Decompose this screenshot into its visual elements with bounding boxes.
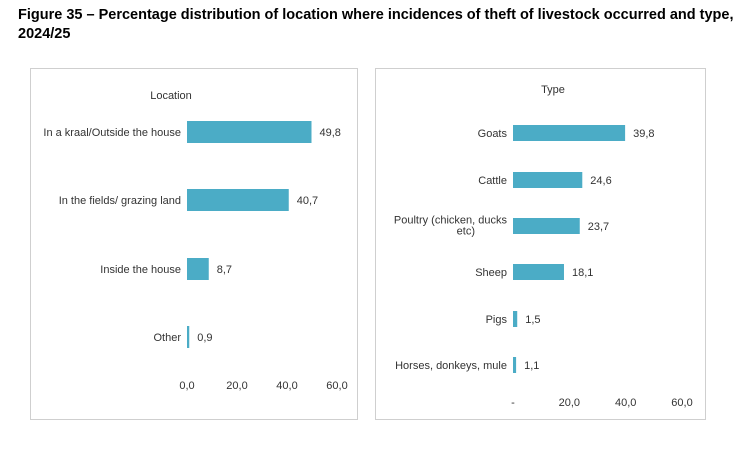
category-label: Horses, donkeys, mule: [395, 360, 507, 372]
bar: [513, 218, 580, 234]
category-label: Poultry (chicken, ducks etc): [394, 215, 508, 238]
data-label: 0,9: [197, 332, 212, 344]
x-tick-label: -: [511, 397, 515, 409]
location-chart-panel: Location In a kraal/Outside the house 49,8…: [30, 68, 358, 420]
category-label: Goats: [478, 128, 508, 140]
data-label: 1,5: [525, 314, 540, 326]
bar: [187, 121, 312, 143]
data-label: 24,6: [590, 175, 611, 187]
bar: [187, 258, 209, 280]
category-label: Cattle: [478, 175, 507, 187]
figure-title: Figure 35 – Percentage distribution of l…: [18, 7, 734, 42]
category-label: Other: [153, 332, 181, 344]
data-label: 49,8: [320, 127, 341, 139]
data-label: 23,7: [588, 221, 609, 233]
data-label: 8,7: [217, 264, 232, 276]
category-label: In the fields/ grazing land: [59, 195, 181, 207]
x-tick-label: 40,0: [276, 380, 297, 392]
bar: [187, 326, 190, 348]
type-bar-chart: Type Goats 39,8 Cattle 24,6 Poultry (chicken,…: [394, 84, 693, 409]
data-label: 1,1: [524, 360, 539, 372]
x-tick-label: 0,0: [179, 380, 194, 392]
data-label: 18,1: [572, 267, 593, 279]
x-tick-label: 60,0: [671, 397, 692, 409]
x-tick-label: 40,0: [615, 397, 636, 409]
bar: [513, 311, 518, 327]
bar: [187, 189, 289, 211]
x-tick-label: 20,0: [559, 397, 580, 409]
x-tick-label: 60,0: [326, 380, 347, 392]
bar: [513, 125, 626, 141]
category-label: Sheep: [475, 267, 507, 279]
chart-title: Type: [541, 84, 565, 96]
category-label: In a kraal/Outside the house: [43, 127, 181, 139]
category-label: Inside the house: [100, 264, 181, 276]
x-tick-label: 20,0: [226, 380, 247, 392]
data-label: 40,7: [297, 195, 318, 207]
type-chart-panel: Type Goats 39,8 Cattle 24,6 Poultry (chicken,…: [375, 68, 706, 420]
bar: [513, 172, 583, 188]
bar: [513, 357, 517, 373]
category-label: Pigs: [486, 314, 508, 326]
bar: [513, 264, 564, 280]
data-label: 39,8: [633, 128, 654, 140]
location-bar-chart: Location In a kraal/Outside the house 49,8…: [43, 90, 347, 392]
chart-title: Location: [150, 90, 192, 102]
